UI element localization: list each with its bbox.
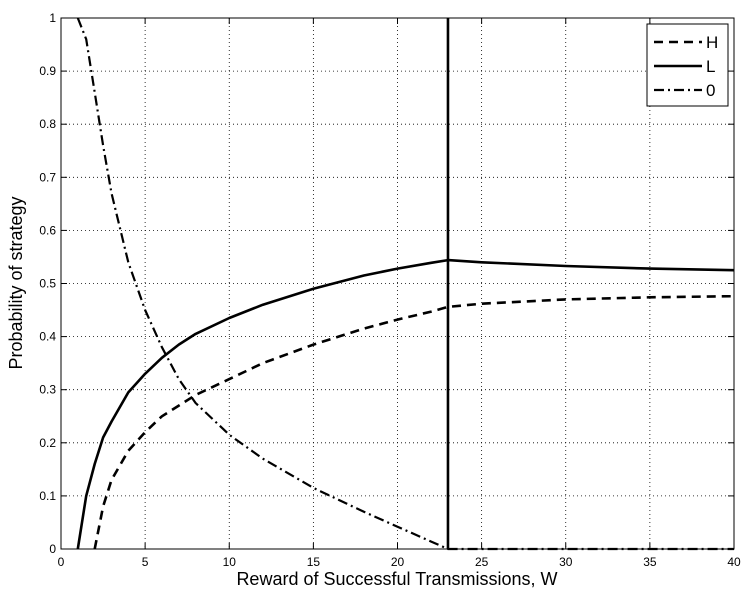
x-axis-label: Reward of Successful Transmissions, W <box>236 569 557 589</box>
x-tick-label: 40 <box>727 555 741 569</box>
y-tick-label: 0.6 <box>39 223 56 237</box>
legend-label-H: H <box>706 33 718 52</box>
y-tick-label: 0.1 <box>39 489 56 503</box>
x-tick-labels: 0 5 10 15 20 25 30 35 40 <box>58 555 741 569</box>
x-tick-label: 20 <box>391 555 405 569</box>
x-tick-label: 15 <box>307 555 321 569</box>
y-tick-label: 0.4 <box>39 330 56 344</box>
y-tick-label: 0.7 <box>39 170 56 184</box>
x-tick-label: 35 <box>643 555 657 569</box>
y-tick-labels: 0 0.1 0.2 0.3 0.4 0.5 0.6 0.7 0.8 0.9 1 <box>39 11 56 556</box>
x-tick-label: 10 <box>223 555 237 569</box>
y-tick-label: 0.5 <box>39 277 56 291</box>
x-tick-label: 0 <box>58 555 65 569</box>
y-axis-label: Probability of strategy <box>6 196 26 369</box>
x-tick-label: 25 <box>475 555 489 569</box>
x-tick-label: 30 <box>559 555 573 569</box>
y-tick-label: 0 <box>49 542 56 556</box>
legend-label-L: L <box>706 57 715 76</box>
legend-label-0: 0 <box>706 81 715 100</box>
series-line-L <box>76 258 735 550</box>
y-tick-label: 0.9 <box>39 64 56 78</box>
y-tick-label: 0.8 <box>39 117 56 131</box>
x-tick-label: 5 <box>142 555 149 569</box>
ticks <box>60 17 735 550</box>
y-tick-label: 1 <box>49 11 56 25</box>
y-tick-label: 0.3 <box>39 383 56 397</box>
y-tick-label: 0.2 <box>39 436 56 450</box>
legend: HL 0 <box>646 23 729 107</box>
